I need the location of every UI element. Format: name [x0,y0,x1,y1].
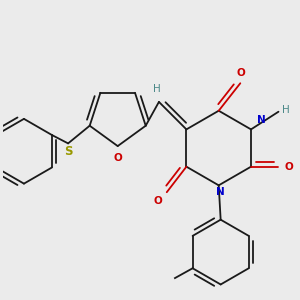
Text: H: H [153,84,161,94]
Text: O: O [284,162,293,172]
Text: N: N [216,187,225,197]
Text: O: O [153,196,162,206]
Text: O: O [113,153,122,163]
Text: O: O [237,68,246,78]
Text: H: H [282,105,290,115]
Text: N: N [257,116,266,125]
Text: S: S [64,146,72,158]
